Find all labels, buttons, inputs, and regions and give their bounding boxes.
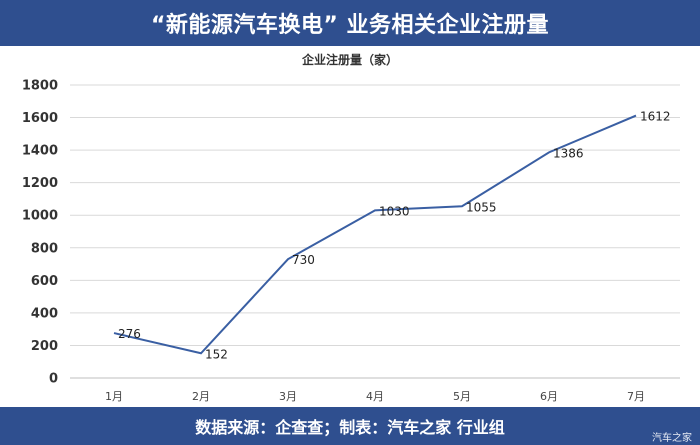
page-title: “新能源汽车换电” 业务相关企业注册量 [150,13,550,38]
data-labels: 276 152 730 1030 1055 1386 1612 [118,110,671,362]
y-tick-label: 1000 [22,209,58,224]
source-text: 数据来源：企查查；制表：汽车之家 行业组 [195,418,505,437]
chart-title: 企业注册量（家） [301,52,398,67]
title-banner: “新能源汽车换电” 业务相关企业注册量 [0,0,700,46]
x-tick-label: 6月 [540,390,558,403]
y-tick-label: 400 [31,306,58,321]
y-tick-label: 1600 [22,111,58,126]
x-axis-ticks: 1月 2月 3月 4月 5月 6月 7月 [105,390,645,403]
source-banner: 数据来源：企查查；制表：汽车之家 行业组 [0,407,700,445]
data-label: 1386 [553,146,584,160]
y-tick-label: 600 [31,274,58,289]
x-tick-label: 5月 [453,390,471,403]
x-tick-label: 1月 [105,390,123,403]
grid [70,84,680,379]
data-label: 152 [205,347,228,361]
data-label: 1612 [640,110,671,124]
x-tick-label: 2月 [192,390,210,403]
series-line [113,114,637,355]
y-tick-label: 800 [31,241,58,256]
y-tick-label: 1200 [22,176,58,191]
x-tick-label: 3月 [279,390,297,403]
y-tick-label: 200 [31,339,58,354]
x-tick-label: 4月 [366,390,384,403]
line-chart: 企业注册量（家） 0 200 400 600 800 1000 1200 1400 1600 18… [22,52,680,403]
watermark-logo: 汽车之家 [652,433,692,444]
x-tick-label: 7月 [627,390,645,403]
series [113,114,637,355]
data-label: 1030 [379,204,410,218]
y-tick-label: 1400 [22,144,58,159]
y-tick-label: 1800 [22,79,58,94]
data-label: 276 [118,327,141,341]
y-tick-label: 0 [49,372,58,387]
data-label: 1055 [466,200,497,214]
y-axis-ticks: 0 200 400 600 800 1000 1200 1400 1600 1800 [22,79,58,387]
data-label: 730 [292,253,315,267]
